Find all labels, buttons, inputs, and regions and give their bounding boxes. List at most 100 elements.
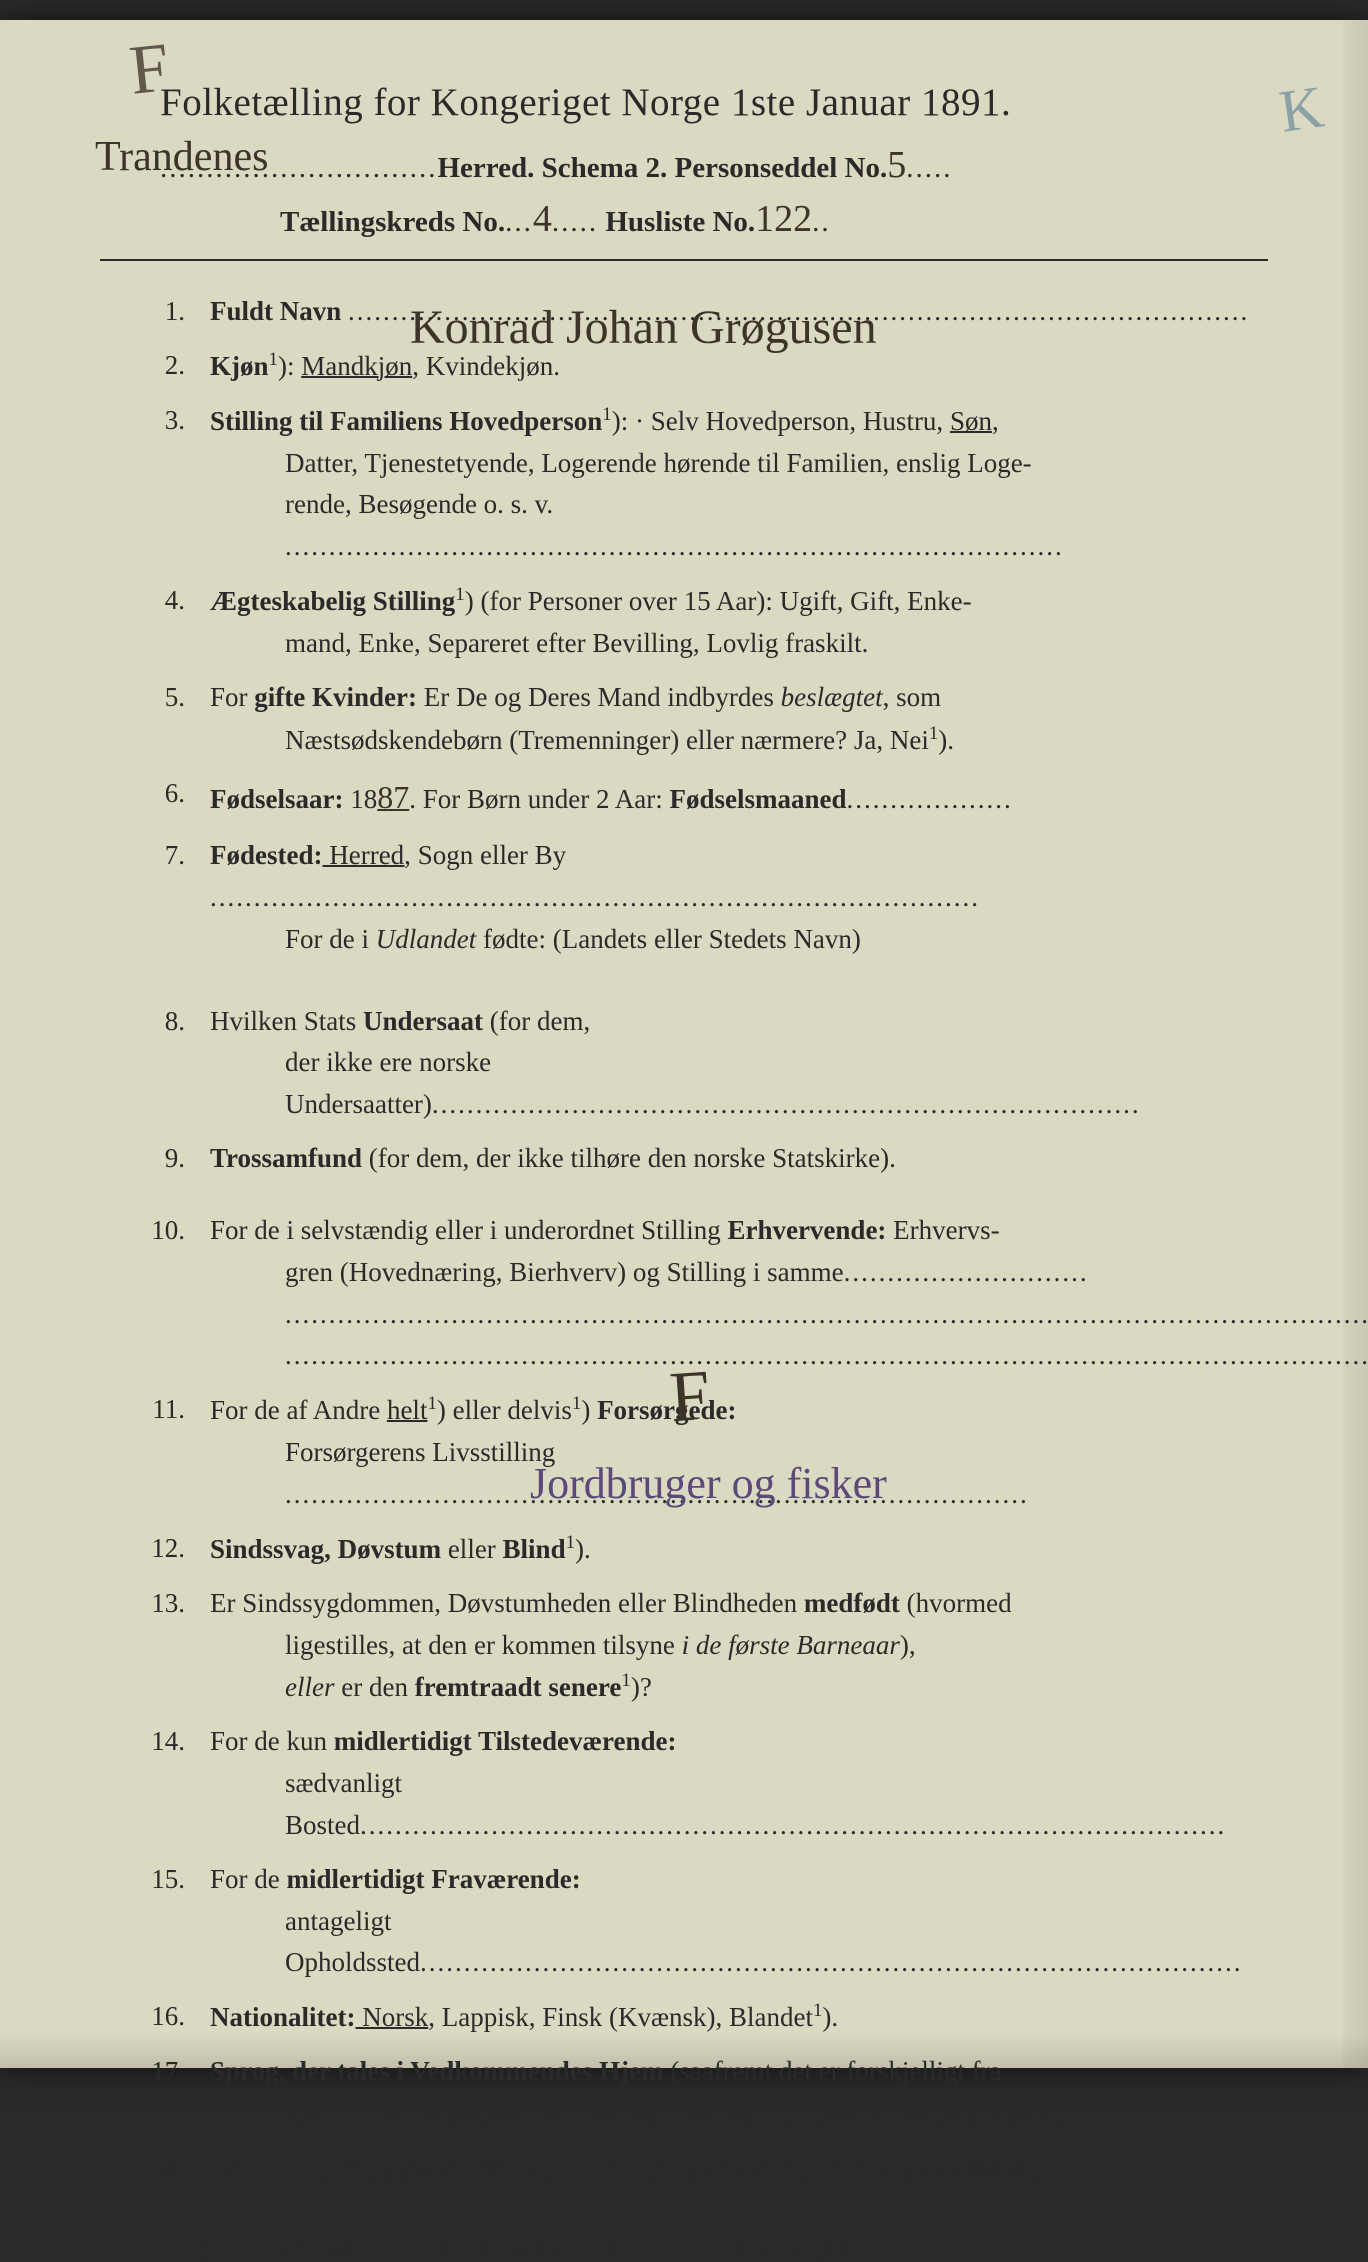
main-title: Folketælling for Kongeriget Norge 1ste J… xyxy=(160,80,1268,125)
cont1: gren (Hovednæring, Bierhverv) og Stillin… xyxy=(210,1252,1368,1294)
hand-mark-top: F xyxy=(126,28,173,112)
cont1: den i Rubr. 16 angivne Nationalitet): No… xyxy=(210,2093,1268,2136)
dots-2c: .. xyxy=(812,206,831,238)
husliste-no: 122 xyxy=(755,197,812,241)
italic1: fastboende xyxy=(678,2154,795,2184)
dots: ........................................… xyxy=(285,531,1064,561)
item-18: 18. For Lapper oplyses, om Vedkommende e… xyxy=(140,2148,1268,2191)
herred-handwritten: Trandenes xyxy=(95,133,268,181)
footnote: 1) De for hvert Tilfælde passende Ord un… xyxy=(100,2219,1268,2262)
txt: For de xyxy=(210,1864,287,1894)
item-8: 8. Hvilken Stats Undersaat (for dem, der… xyxy=(140,1001,1268,1127)
item-body: For de i selvstændig eller i underordnet… xyxy=(210,1210,1368,1377)
item-num: 7. xyxy=(140,835,210,961)
item-13: 13. Er Sindssygdommen, Døvstumheden elle… xyxy=(140,1583,1268,1710)
stamp-mark: K xyxy=(1275,72,1328,146)
txt: For de i selvstændig eller i underordnet… xyxy=(210,1215,727,1245)
item-num: 1. xyxy=(140,291,210,333)
sup: 1 xyxy=(602,404,611,425)
label: Fødested: xyxy=(210,840,322,870)
item-15: 15. For de midlertidigt Fraværende: anta… xyxy=(140,1859,1268,1985)
underlined: Mandkjøn xyxy=(301,351,412,381)
txt: For de af Andre xyxy=(210,1395,387,1425)
cont1: For de i Udlandet fødte: (Landets eller … xyxy=(210,919,1268,961)
label: Fuldt Navn xyxy=(210,296,341,326)
dots: ........................................… xyxy=(432,1089,1141,1119)
underlined: Norsk xyxy=(355,2002,428,2032)
dotted-line-1: ........................................… xyxy=(210,1294,1368,1336)
cont2-end: )? xyxy=(631,1672,652,1702)
item-num: 6. xyxy=(140,773,210,823)
txt2: . For Børn under 2 Aar: xyxy=(409,784,669,814)
txt: Sogn eller By xyxy=(411,840,566,870)
txt2: (for dem, xyxy=(483,1006,590,1036)
item-body: For de kun midlertidigt Tilstedeværende:… xyxy=(210,1721,1268,1847)
cont2-text: er den xyxy=(334,1672,414,1702)
item-body: F For de af Andre helt1) eller delvis1) … xyxy=(210,1389,1268,1516)
item-6: 6. Fødselsaar: 1887. For Børn under 2 Aa… xyxy=(140,773,1268,823)
item-num: 4. xyxy=(140,580,210,665)
label: Fødselsaar: xyxy=(210,784,343,814)
item-1: 1. Fuldt Navn Konrad Johan Grøgusen ....… xyxy=(140,291,1268,333)
subhead-line-1: Trandenes ..............................… xyxy=(160,143,1268,187)
label: Stilling til Familiens Hovedperson xyxy=(210,406,602,436)
item-12: 12. Sindssvag, Døvstum eller Blind1). xyxy=(140,1528,1268,1571)
item-17: 17. Sprog, der tales i Vedkommendes Hjem… xyxy=(140,2051,1268,2136)
sup: 1 xyxy=(813,2000,822,2021)
txt2: Erhvervs- xyxy=(886,1215,999,1245)
label: gifte Kvinder: xyxy=(254,682,417,712)
divider xyxy=(100,259,1268,261)
sup: 1 xyxy=(929,723,938,744)
label: Erhvervende: xyxy=(727,1215,886,1245)
item-body: Trossamfund (for dem, der ikke tilhøre d… xyxy=(210,1138,1268,1180)
rest: , Kvindekjøn. xyxy=(412,351,560,381)
dotted-line-2: ........................................… xyxy=(210,1335,1368,1377)
cont1-pre: For de i xyxy=(285,924,376,954)
dots: ............................ xyxy=(844,1257,1089,1287)
footnote-text: ) De for hvert Tilfælde passende Ord und… xyxy=(202,2234,859,2261)
label: midlertidigt Fraværende: xyxy=(287,1864,581,1894)
sup: 1 xyxy=(427,1393,436,1414)
txt: ): xyxy=(278,351,301,381)
txt: (saafremt det er forskjelligt fra xyxy=(664,2056,1002,2086)
label: Kjøn xyxy=(210,351,269,381)
cont1-text: antageligt Opholdssted xyxy=(285,1906,420,1978)
item-num: 3. xyxy=(140,400,210,568)
item-body: Hvilken Stats Undersaat (for dem, der ik… xyxy=(210,1001,1268,1127)
italic: beslægtet xyxy=(781,682,883,712)
label: Forsørgede: xyxy=(597,1395,736,1425)
txt2: , som xyxy=(883,682,942,712)
label: Undersaat xyxy=(363,1006,483,1036)
txt: ) (for Personer over 15 Aar): Ugift, Gif… xyxy=(465,586,972,616)
sup: 1 xyxy=(566,1532,575,1553)
txt: Er Sindssygdommen, Døvstumheden eller Bl… xyxy=(210,1588,804,1618)
dots-2b: ..... xyxy=(552,206,598,238)
cont2: rende, Besøgende o. s. v. ..............… xyxy=(210,484,1268,568)
census-form-document: F K Folketælling for Kongeriget Norge 1s… xyxy=(0,20,1368,2068)
item-num: 9. xyxy=(140,1138,210,1180)
label: Lapper xyxy=(254,2154,340,2184)
cont2-italic: eller xyxy=(285,1672,334,1702)
item-body: For Lapper oplyses, om Vedkommende er fa… xyxy=(210,2148,1268,2191)
cont1-end: ). xyxy=(1050,2099,1066,2129)
txt2: ) eller delvis xyxy=(437,1395,572,1425)
item-2: 2. Kjøn1): Mandkjøn, Kvindekjøn. xyxy=(140,345,1268,388)
item-14: 14. For de kun midlertidigt Tilstedevære… xyxy=(140,1721,1268,1847)
item-16: 16. Nationalitet: Norsk, Lappisk, Finsk … xyxy=(140,1996,1268,2039)
sup: 1 xyxy=(269,349,278,370)
year-hand: 87 xyxy=(377,773,409,823)
txt: 18 xyxy=(343,784,377,814)
txt: ): · Selv Hovedperson, Hustru, xyxy=(612,406,950,436)
item-num: 12. xyxy=(140,1528,210,1571)
item-body: Stilling til Familiens Hovedperson1): · … xyxy=(210,400,1268,568)
footnote-sup: 1 xyxy=(190,2230,202,2250)
cont1: ligestilles, at den er kommen tilsyne i … xyxy=(210,1625,1268,1667)
sup2: 1 xyxy=(572,1393,581,1414)
txt3: eller xyxy=(795,2154,856,2184)
txt2: ). xyxy=(575,1534,591,1564)
txt2: oplyses, om Vedkommende er xyxy=(340,2154,678,2184)
cont1: der ikke ere norske Undersaatter).......… xyxy=(210,1042,1268,1126)
item-body: Fødested: Herred, Sogn eller By ........… xyxy=(210,835,1268,961)
cont1-sup: 1 xyxy=(1041,2097,1050,2118)
label: Sindssvag, Døvstum xyxy=(210,1534,441,1564)
